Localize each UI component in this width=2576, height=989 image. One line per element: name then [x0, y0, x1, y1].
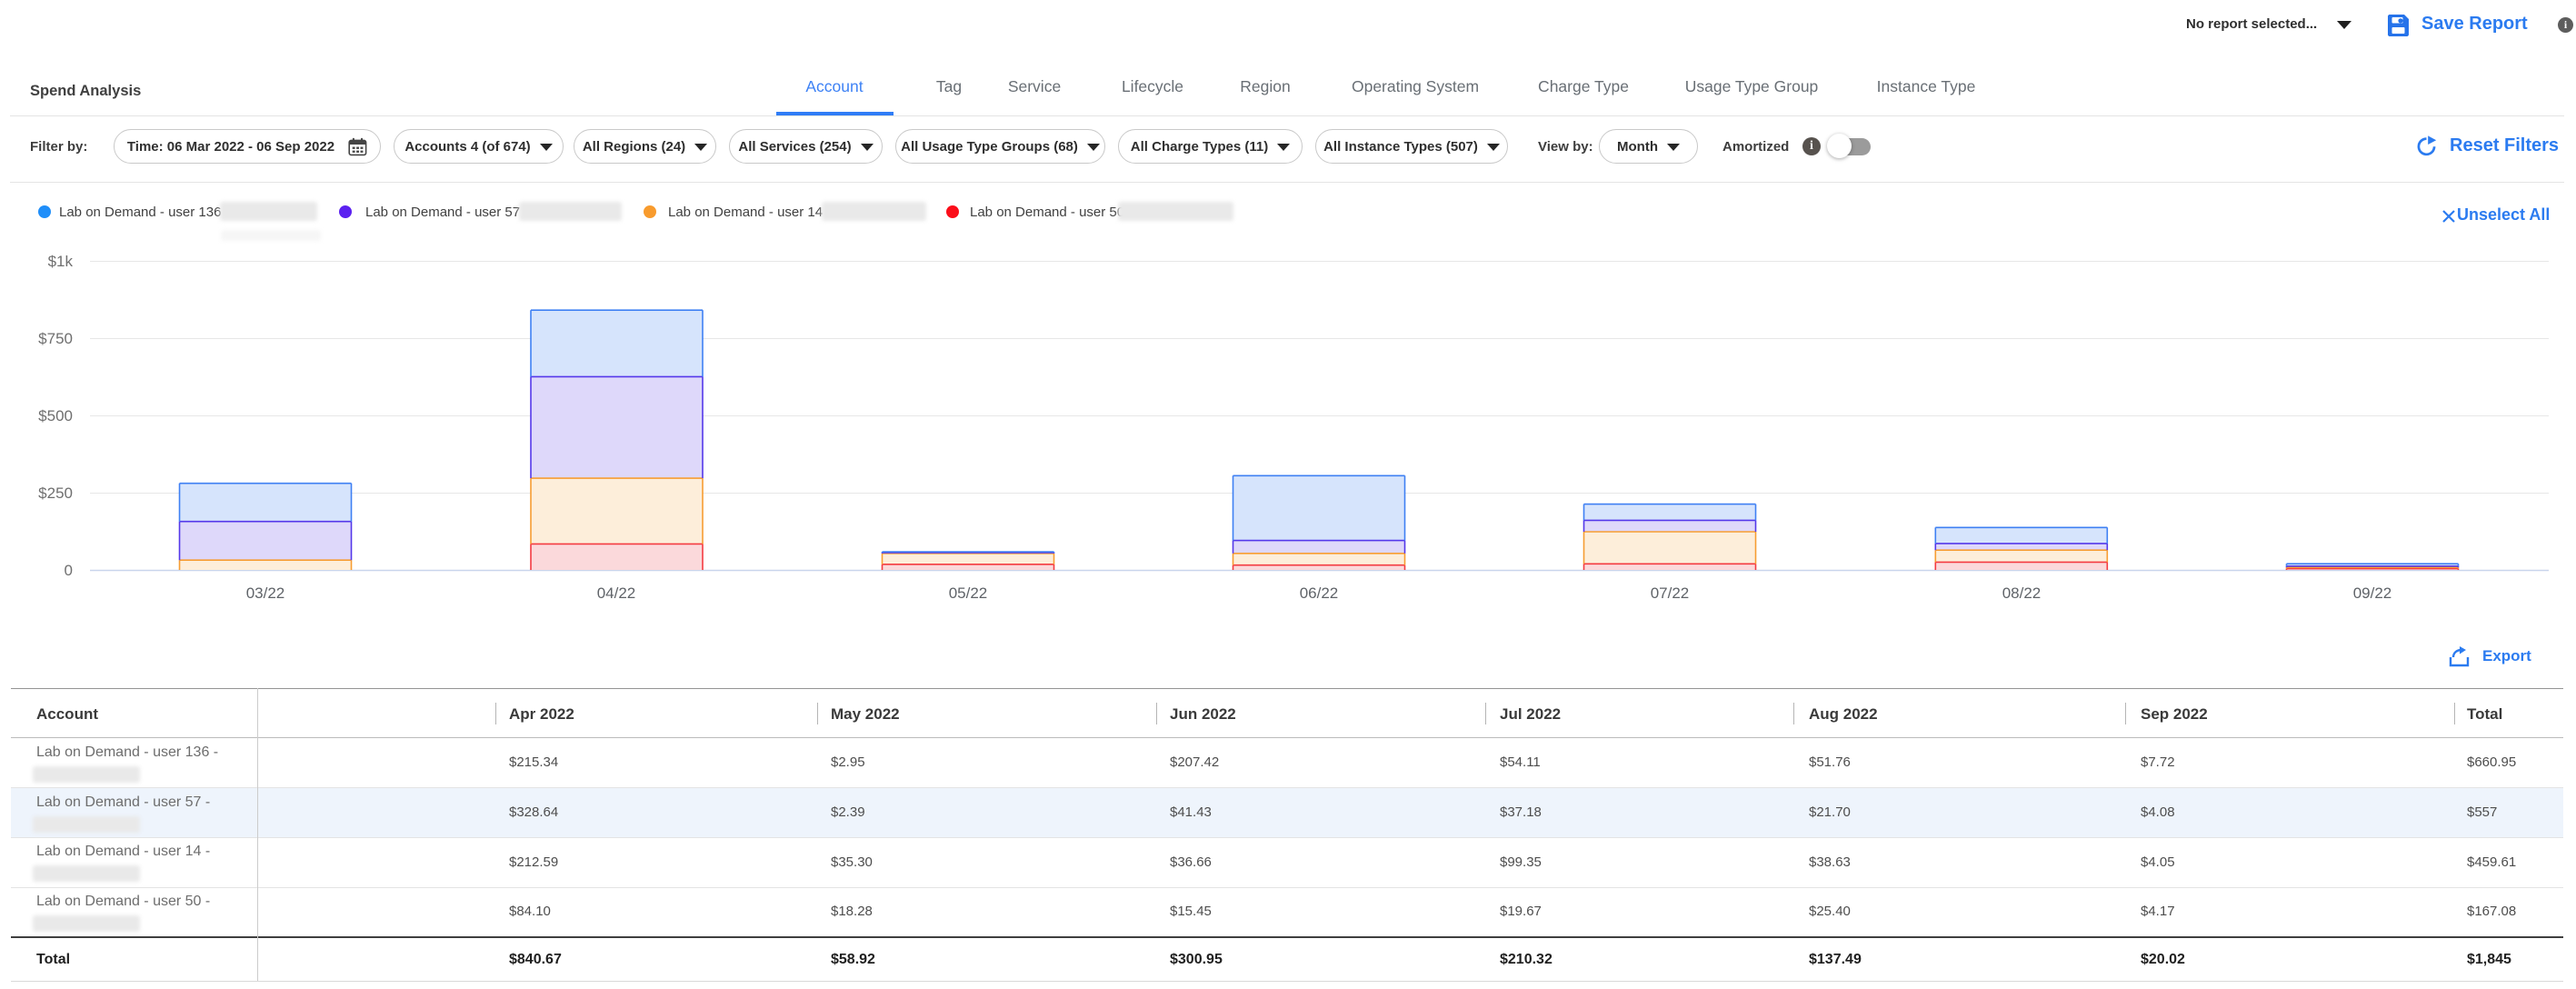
svg-text:05/22: 05/22: [949, 584, 988, 602]
svg-text:09/22: 09/22: [2353, 584, 2392, 602]
svg-text:04/22: 04/22: [597, 584, 636, 602]
svg-text:$250: $250: [38, 485, 73, 502]
svg-text:06/22: 06/22: [1300, 584, 1339, 602]
svg-text:0: 0: [65, 562, 73, 579]
svg-text:03/22: 03/22: [246, 584, 285, 602]
svg-text:07/22: 07/22: [1651, 584, 1690, 602]
svg-text:$1k: $1k: [48, 253, 74, 270]
svg-text:$750: $750: [38, 330, 73, 347]
svg-text:08/22: 08/22: [2002, 584, 2042, 602]
svg-text:$500: $500: [38, 407, 73, 425]
